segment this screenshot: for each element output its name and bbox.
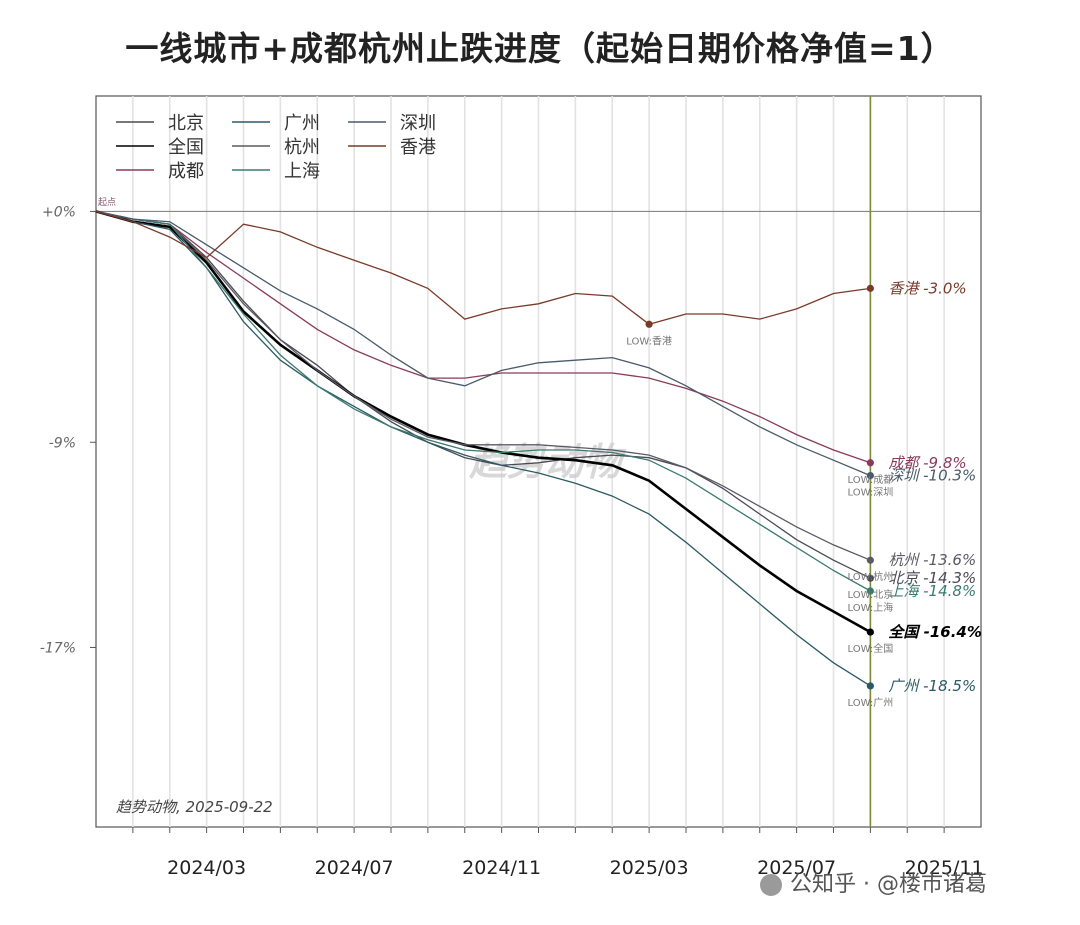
low-point-香港 xyxy=(645,320,653,328)
series-line-香港 xyxy=(95,210,871,326)
series-endpoint-杭州 xyxy=(866,556,874,564)
end-label-深圳: 深圳 -10.3% xyxy=(888,467,976,485)
end-label-广州: 广州 -18.5% xyxy=(888,677,976,695)
y-tick-label: -9% xyxy=(49,435,76,451)
source-note: 趋势动物, 2025-09-22 xyxy=(116,798,273,816)
low-label-北京: LOW:北京 xyxy=(847,588,893,601)
footer-credit: 公知乎 · @楼市诸葛 xyxy=(760,866,987,898)
x-tick-label: 2025/03 xyxy=(610,857,689,879)
series-endpoint-全国 xyxy=(866,628,874,636)
series-line-上海 xyxy=(95,210,871,592)
x-tick-label: 2024/03 xyxy=(167,857,246,879)
x-axis: 2024/03 2024/07 2024/11 2025/03 2025/07 2025/… xyxy=(132,827,984,879)
series-endpoint-深圳 xyxy=(866,472,874,480)
series-line-北京 xyxy=(95,210,871,579)
legend-label-广州: 广州 xyxy=(284,113,320,134)
y-tick-label: -17% xyxy=(40,640,76,656)
end-label-北京: 北京 -14.3% xyxy=(888,569,976,587)
end-label-香港: 香港 -3.0% xyxy=(888,279,966,297)
end-label-上海: 上海 -14.8% xyxy=(888,582,976,600)
series-line-杭州 xyxy=(95,210,871,561)
series-endpoint-广州 xyxy=(866,682,874,690)
series-line-成都 xyxy=(95,210,871,464)
y-axis: +0% -9% -17% xyxy=(40,204,96,656)
low-label-成都: LOW:成都 xyxy=(847,474,893,486)
end-label-杭州: 杭州 -13.6% xyxy=(888,551,976,569)
y-tick-label: +0% xyxy=(42,204,76,220)
low-label-杭州: LOW:杭州 xyxy=(847,570,893,583)
legend-label-上海: 上海 xyxy=(284,161,320,182)
legend-label-全国: 全国 xyxy=(168,137,204,158)
grid xyxy=(96,96,981,827)
x-tick-label: 2024/11 xyxy=(462,857,541,879)
legend-label-杭州: 杭州 xyxy=(284,137,320,158)
series-lines xyxy=(95,210,874,690)
series-endpoint-北京 xyxy=(866,574,874,582)
x-tick-label: 2025/11 xyxy=(905,857,984,879)
footer-text: 公知乎 · @楼市诸葛 xyxy=(790,872,987,897)
chart-title: 一线城市+成都杭州止跌进度（起始日期价格净值=1） xyxy=(125,29,955,68)
legend-label-香港: 香港 xyxy=(400,137,436,158)
end-label-全国: 全国 -16.4% xyxy=(888,623,982,641)
x-tick-label: 2025/07 xyxy=(757,857,836,879)
series-line-广州 xyxy=(95,210,871,687)
low-label-广州: LOW:广州 xyxy=(847,697,893,709)
series-endpoint-上海 xyxy=(866,587,874,595)
low-label-香港: LOW:香港 xyxy=(626,335,672,347)
series-line-深圳 xyxy=(95,210,871,477)
wechat-icon xyxy=(760,874,782,896)
low-label-全国: LOW:全国 xyxy=(847,642,893,655)
series-endpoint-香港 xyxy=(866,284,874,292)
legend-label-成都: 成都 xyxy=(168,161,204,182)
start-marker: 起点 xyxy=(98,197,116,208)
x-tick-label: 2024/07 xyxy=(315,857,394,879)
end-label-成都: 成都 -9.8% xyxy=(888,454,966,472)
low-label-上海: LOW:上海 xyxy=(847,601,893,614)
legend-label-北京: 北京 xyxy=(168,113,204,134)
series-endpoint-成都 xyxy=(866,459,874,467)
low-label-深圳: LOW:深圳 xyxy=(847,487,893,499)
legend-label-深圳: 深圳 xyxy=(400,113,436,134)
series-line-全国 xyxy=(95,210,872,634)
